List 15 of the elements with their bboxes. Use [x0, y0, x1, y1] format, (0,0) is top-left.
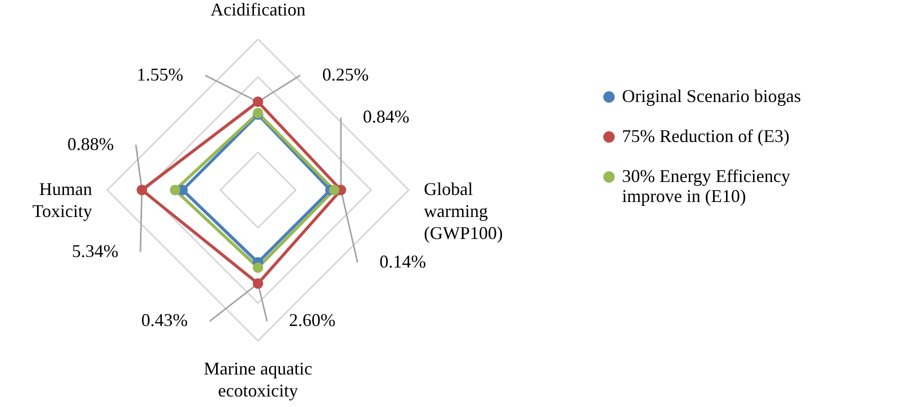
spoke-label: Global warming (GWP100): [424, 179, 503, 243]
text: 5.34%: [72, 240, 118, 261]
text: 1.55%: [136, 64, 184, 84]
text: 0.25%: [322, 64, 369, 84]
legend-label: Original Scenario biogas: [622, 86, 801, 106]
text: 2.60%: [289, 310, 336, 330]
text: 0.14%: [380, 251, 426, 272]
spoke-label: Acidification: [210, 0, 306, 20]
spoke-label: Human Toxicity: [32, 179, 92, 221]
legend-label: 30% Energy Efficiency improve in (E10): [622, 166, 790, 206]
text: 0.43%: [141, 310, 188, 330]
spoke-label: Marine aquatic ecotoxicity: [204, 358, 312, 400]
text: 0.88%: [67, 134, 114, 154]
text: 0.84%: [362, 106, 410, 127]
legend-label: 75% Reduction of (E3): [622, 126, 790, 146]
